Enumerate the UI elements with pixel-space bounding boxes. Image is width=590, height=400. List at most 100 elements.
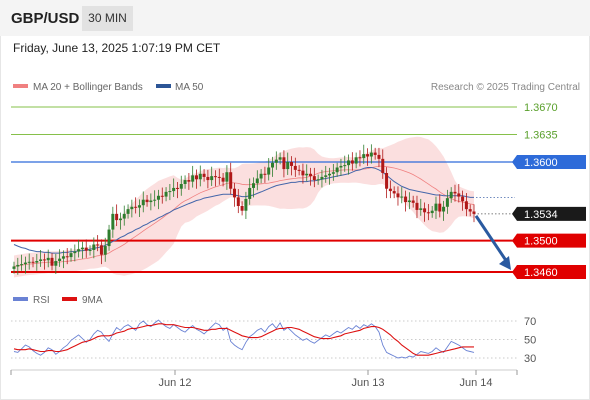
candle	[267, 158, 271, 181]
candle	[73, 244, 77, 262]
candle	[149, 193, 153, 211]
candle	[271, 156, 275, 177]
candle	[168, 184, 172, 201]
candle	[92, 237, 96, 259]
x-tick-label: Jun 12	[158, 377, 191, 389]
candle	[419, 198, 423, 216]
support-tag	[512, 233, 586, 248]
candle	[320, 169, 324, 188]
candle	[248, 178, 252, 205]
candle	[198, 165, 202, 187]
candle	[103, 237, 107, 262]
x-axis: Jun 12 Jun 13 Jun 14	[10, 370, 518, 389]
candle	[259, 169, 263, 184]
candle	[468, 204, 472, 217]
datetime-label: Friday, June 13, 2025 1:07:19 PM CET	[13, 41, 221, 55]
candle	[39, 250, 43, 267]
candle	[80, 241, 84, 259]
last-price-tag	[512, 206, 586, 221]
candle	[54, 253, 58, 274]
candle	[274, 151, 278, 170]
candle	[316, 174, 320, 185]
candle	[187, 173, 191, 190]
candle	[42, 253, 46, 270]
candle	[179, 175, 183, 196]
candle	[107, 224, 111, 251]
candle	[175, 182, 179, 199]
candle	[385, 167, 389, 199]
candle	[362, 144, 366, 164]
candle	[392, 186, 396, 199]
candle	[221, 173, 225, 187]
timeframe-badge[interactable]: 30 MIN	[82, 6, 133, 31]
candle	[12, 261, 16, 274]
rsi-line	[13, 319, 475, 359]
legend-swatch-rsi	[13, 297, 28, 301]
candle	[210, 166, 214, 186]
symbol-title: GBP/USD	[11, 10, 80, 27]
candle	[331, 163, 335, 181]
candle	[65, 248, 69, 265]
legend-label-rsi: RSI	[33, 295, 50, 306]
resistance-tag	[512, 155, 586, 169]
candle	[373, 147, 377, 160]
candle	[23, 256, 27, 274]
candle	[309, 167, 313, 186]
candle	[354, 152, 358, 169]
candle	[16, 257, 20, 275]
candle	[415, 195, 419, 219]
candle	[191, 165, 195, 188]
candle	[453, 184, 457, 202]
projection-arrow-head	[499, 256, 511, 270]
candle	[328, 167, 332, 185]
x-tick-label: Jun 14	[459, 377, 492, 389]
candle	[434, 196, 438, 219]
candle	[46, 249, 50, 268]
candle	[400, 187, 404, 204]
candle	[69, 248, 73, 262]
candle	[164, 187, 168, 202]
candle	[35, 253, 39, 271]
header-bar: GBP/USD 30 MIN	[0, 0, 590, 36]
last-price-tag-label: 1.3534	[524, 209, 558, 221]
candle	[297, 165, 301, 176]
candle	[396, 186, 400, 206]
candle	[183, 175, 187, 189]
rsi-tick-label: 50	[524, 335, 536, 347]
candle	[96, 235, 100, 252]
candle	[27, 253, 31, 270]
support-tag-label: 1.3500	[524, 236, 558, 248]
candle	[172, 178, 176, 197]
candle	[126, 204, 130, 219]
candle	[404, 190, 408, 212]
target-level-label: 1.3635	[524, 130, 558, 142]
candle	[445, 189, 449, 214]
candle	[290, 156, 294, 176]
candle	[202, 169, 206, 182]
candle	[358, 150, 362, 167]
legend-label-ma50: MA 50	[175, 82, 204, 93]
candle	[449, 187, 453, 203]
candle	[118, 212, 122, 230]
candle	[438, 194, 442, 218]
candle	[263, 166, 267, 183]
candle	[430, 206, 434, 218]
candle	[232, 182, 236, 207]
candle	[350, 152, 354, 171]
candle	[293, 157, 297, 177]
candle	[423, 202, 427, 222]
candle	[213, 170, 217, 187]
candle	[141, 191, 145, 213]
candle	[31, 257, 35, 268]
rsi-panel: 70 50 30	[11, 316, 536, 365]
candle	[369, 144, 373, 164]
candle	[88, 245, 92, 256]
ma20-line	[13, 165, 475, 267]
candle	[156, 189, 160, 210]
candle	[111, 206, 115, 238]
candle	[229, 162, 233, 195]
candle	[255, 170, 259, 191]
price-levels	[11, 106, 517, 273]
candle	[115, 204, 119, 227]
